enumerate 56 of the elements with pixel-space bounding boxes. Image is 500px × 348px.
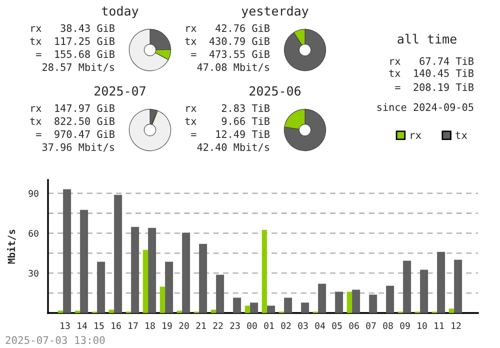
x-tick-label: 03	[298, 322, 308, 330]
y-tick-label: 30	[28, 270, 38, 277]
text: tx 9.66 TiB	[185, 117, 270, 125]
chart-title: yesterday	[242, 6, 308, 18]
y-axis-title: Mbit/s	[7, 230, 16, 264]
chart-title: 2025-07	[94, 86, 146, 96]
x-tick-label: 01	[264, 322, 274, 330]
x-tick-label: 20	[179, 322, 189, 330]
text: rx 147.97 GiB	[31, 104, 115, 112]
legend-label: rx	[410, 133, 422, 139]
text: tx 822.50 GiB	[30, 117, 115, 125]
text: tx 117.25 GiB	[30, 37, 115, 45]
text: tx 140.45 TiB	[389, 69, 474, 77]
x-tick-label: 23	[230, 322, 240, 330]
text: 2025-07-03 13:00	[6, 336, 105, 344]
chart-title: today	[102, 6, 138, 18]
x-tick-label: 04	[315, 322, 326, 330]
text: all time	[398, 34, 456, 44]
x-tick-label: 22	[213, 322, 223, 329]
x-tick-label: 08	[383, 322, 393, 330]
x-tick-label: 15	[94, 322, 104, 330]
text: rx 42.76 GiB	[186, 24, 270, 32]
y-tick-label: 60	[28, 230, 38, 237]
text: since 2024-09-05	[377, 103, 474, 111]
x-tick-label: 10	[418, 322, 427, 330]
x-tick-label: 13	[60, 322, 70, 330]
x-tick-label: 00	[247, 322, 257, 330]
text: = 208.19 TiB	[395, 83, 474, 91]
text: rx 38.43 GiB	[31, 24, 115, 32]
text: tx 430.79 GiB	[185, 37, 270, 45]
x-tick-label: 18	[146, 322, 155, 330]
x-tick-label: 17	[128, 322, 138, 329]
x-tick-label: 11	[434, 322, 444, 329]
x-tick-label: 16	[112, 322, 121, 330]
x-tick-label: 02	[281, 322, 291, 330]
y-tick-label: 90	[28, 190, 38, 197]
text: rx 67.74 TiB	[390, 57, 474, 65]
x-tick-label: 21	[196, 322, 206, 329]
text: = 12.49 TiB	[191, 130, 270, 138]
x-tick-label: 05	[332, 322, 342, 330]
text: 37.96 Mbit/s	[42, 143, 114, 152]
text: 47.08 Mbit/s	[197, 63, 269, 72]
x-tick-label: 07	[366, 322, 376, 330]
x-tick-label: 06	[349, 322, 359, 330]
text: = 970.47 GiB	[36, 130, 115, 138]
x-tick-label: 19	[162, 322, 172, 330]
x-tick-label: 14	[78, 322, 88, 329]
x-tick-label: 09	[400, 322, 410, 330]
text: rx 2.83 TiB	[186, 104, 270, 112]
text: = 473.55 GiB	[191, 50, 270, 58]
text: 42.40 Mbit/s	[197, 143, 269, 152]
chart-title: 2025-06	[250, 86, 301, 96]
x-tick-label: 12	[452, 322, 461, 329]
text: 28.57 Mbit/s	[42, 63, 114, 72]
legend-label: tx	[456, 132, 468, 139]
text: = 155.68 GiB	[36, 50, 115, 58]
